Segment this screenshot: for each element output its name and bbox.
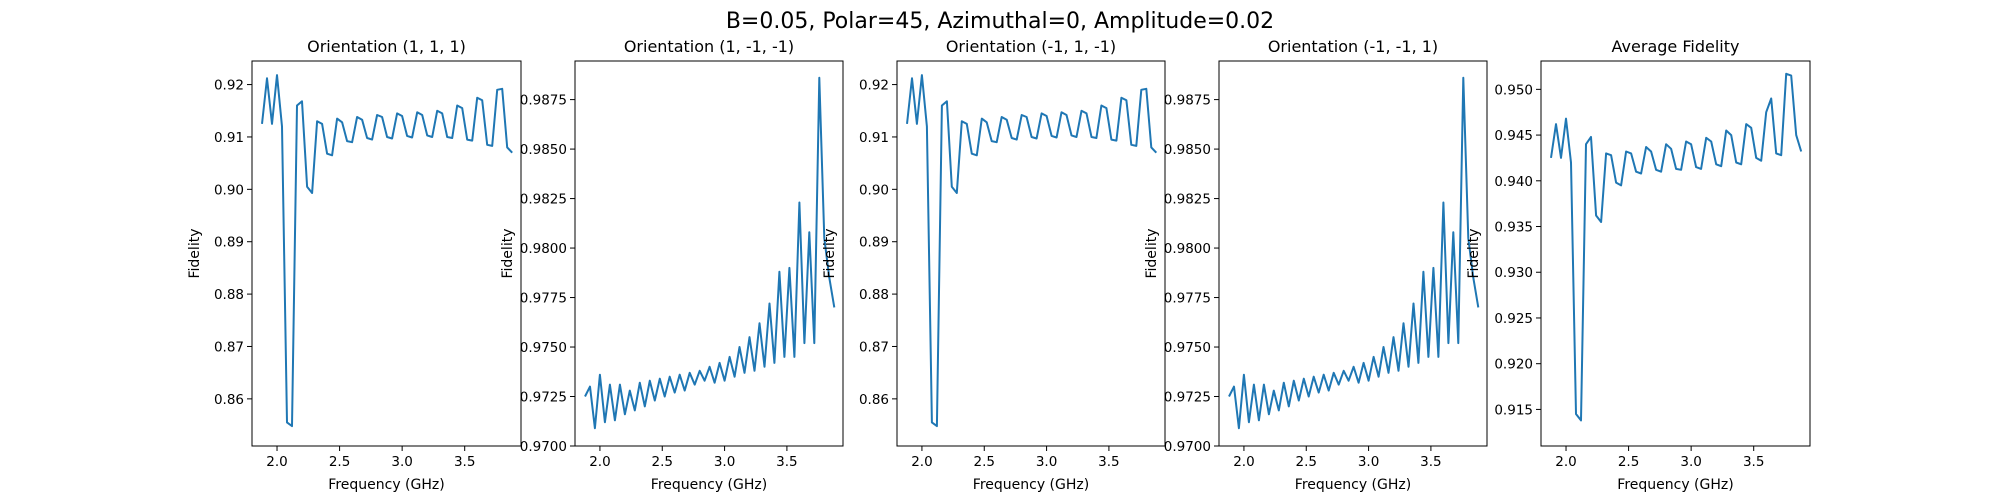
y-tick-label: 0.88 (214, 287, 244, 303)
x-tick-label: 3.5 (1743, 454, 1764, 470)
y-axis-label: Fidelity (500, 229, 516, 279)
figure-title: B=0.05, Polar=45, Azimuthal=0, Amplitude… (726, 9, 1274, 34)
y-tick-label: 0.9825 (1164, 192, 1211, 208)
subplot-5: 2.0 2.5 3.0 3.5 0.915 0.920 0.925 0.930 0.935 0.9… (1466, 37, 1811, 493)
x-tick-label: 2.0 (1555, 454, 1576, 470)
axes-frame (1540, 60, 1811, 447)
y-tick-label: 0.9725 (520, 390, 567, 406)
y-tick-label: 0.9750 (520, 340, 567, 356)
axes-frame (896, 60, 1166, 447)
y-tick-label: 0.9850 (1164, 142, 1211, 158)
x-tick-label: 2.5 (1618, 454, 1639, 470)
x-tick-label: 2.5 (652, 454, 673, 470)
y-tick-label: 0.9775 (520, 291, 567, 307)
x-axis-label: Frequency (GHz) (1617, 477, 1733, 493)
y-tick-label: 0.91 (859, 130, 889, 146)
x-axis-label: Frequency (GHz) (1295, 477, 1411, 493)
x-axis-label: Frequency (GHz) (328, 477, 444, 493)
x-axis-label: Frequency (GHz) (973, 477, 1089, 493)
x-axis-label: Frequency (GHz) (651, 477, 767, 493)
subplot-title: Orientation (-1, 1, -1) (946, 37, 1116, 56)
subplot-title: Orientation (1, 1, 1) (307, 37, 466, 56)
x-tick-label: 2.0 (589, 454, 610, 470)
x-tick-label: 3.5 (454, 454, 475, 470)
x-tick-label: 2.0 (266, 454, 287, 470)
x-tick-label: 2.5 (329, 454, 350, 470)
series-line-1 (1228, 76, 1480, 430)
x-tick-label: 2.5 (1296, 454, 1317, 470)
y-tick-label: 0.89 (214, 235, 244, 251)
y-tick-label: 0.9700 (1164, 439, 1211, 455)
y-tick-label: 0.9875 (1164, 93, 1211, 109)
x-tick-label: 2.5 (974, 454, 995, 470)
x-tick-label: 2.0 (911, 454, 932, 470)
y-tick-label: 0.87 (214, 339, 244, 355)
series-line-1 (906, 74, 1158, 428)
y-tick-label: 0.9875 (520, 93, 567, 109)
y-tick-label: 0.930 (1494, 265, 1533, 281)
y-tick-label: 0.91 (214, 130, 244, 146)
subplot-title: Orientation (1, -1, -1) (624, 37, 794, 56)
y-tick-label: 0.9825 (520, 192, 567, 208)
y-tick-label: 0.9750 (1164, 340, 1211, 356)
y-tick-label: 0.940 (1494, 174, 1533, 190)
series-line-1 (261, 74, 513, 428)
x-tick-label: 3.5 (776, 454, 797, 470)
y-tick-label: 0.915 (1494, 402, 1533, 418)
axes-frame (574, 60, 844, 447)
subplot-3: 2.0 2.5 3.0 3.5 0.86 0.87 0.88 0.89 0.90 0.91 0.92… (822, 37, 1166, 493)
y-tick-label: 0.87 (859, 339, 889, 355)
subplot-title: Orientation (-1, -1, 1) (1268, 37, 1438, 56)
y-tick-label: 0.9700 (520, 439, 567, 455)
subplot-title: Average Fidelity (1612, 37, 1740, 56)
y-axis-label: Fidelity (1144, 229, 1160, 279)
subplot-2: 2.0 2.5 3.0 3.5 0.9700 0.9725 0.9750 0.9775 0.98… (500, 37, 844, 493)
y-tick-label: 0.9850 (520, 142, 567, 158)
y-axis-label: Fidelity (187, 229, 203, 279)
y-tick-label: 0.920 (1494, 357, 1533, 373)
x-tick-label: 3.0 (1358, 454, 1379, 470)
y-tick-label: 0.950 (1494, 82, 1533, 98)
series-line-1 (1550, 72, 1803, 422)
x-tick-label: 3.5 (1420, 454, 1441, 470)
y-tick-label: 0.92 (214, 78, 244, 94)
y-tick-label: 0.9800 (1164, 241, 1211, 257)
y-axis-label: Fidelity (822, 229, 838, 279)
y-tick-label: 0.9800 (520, 241, 567, 257)
x-tick-label: 3.0 (1680, 454, 1701, 470)
y-tick-label: 0.89 (859, 235, 889, 251)
series-line-1 (584, 76, 836, 430)
y-tick-label: 0.9775 (1164, 291, 1211, 307)
y-tick-label: 0.9725 (1164, 390, 1211, 406)
y-axis-label: Fidelity (1466, 229, 1482, 279)
y-tick-label: 0.86 (214, 392, 244, 408)
axes-frame (251, 60, 522, 447)
subplot-1: 2.0 2.5 3.0 3.5 0.86 0.87 0.88 0.89 0.90 0.91 0.92… (187, 37, 522, 493)
x-tick-label: 3.0 (714, 454, 735, 470)
y-tick-label: 0.88 (859, 287, 889, 303)
y-tick-label: 0.86 (859, 392, 889, 408)
y-tick-label: 0.92 (859, 78, 889, 94)
y-tick-label: 0.945 (1494, 128, 1533, 144)
y-tick-label: 0.925 (1494, 311, 1533, 327)
y-tick-label: 0.90 (214, 182, 244, 198)
x-tick-label: 3.0 (391, 454, 412, 470)
axes-frame (1218, 60, 1488, 447)
y-tick-label: 0.90 (859, 182, 889, 198)
x-tick-label: 3.0 (1036, 454, 1057, 470)
x-tick-label: 2.0 (1233, 454, 1254, 470)
x-tick-label: 3.5 (1098, 454, 1119, 470)
subplot-4: 2.0 2.5 3.0 3.5 0.9700 0.9725 0.9750 0.9775 0.98… (1144, 37, 1488, 493)
y-tick-label: 0.935 (1494, 220, 1533, 236)
